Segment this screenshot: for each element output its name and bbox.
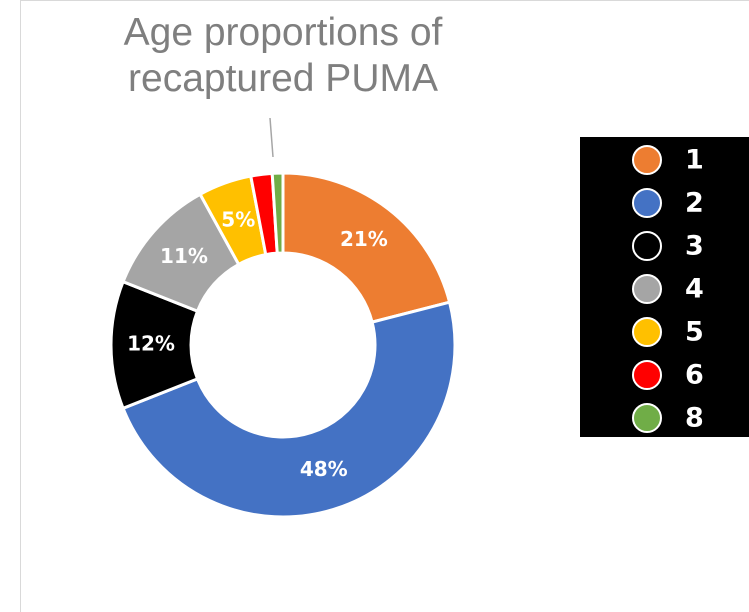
legend-marker [632, 274, 662, 304]
data-label: 5% [221, 207, 255, 231]
chart-area [20, 0, 749, 612]
legend-label: 6 [685, 360, 704, 391]
legend-label: 3 [685, 231, 704, 262]
donut-slice [270, 171, 285, 255]
donut-slice [121, 300, 457, 519]
legend-label: 5 [685, 317, 704, 348]
leader-line [269, 117, 274, 158]
donut-slice [281, 171, 452, 324]
legend-label: 1 [685, 145, 704, 176]
legend-label: 2 [685, 188, 704, 219]
data-label: 11% [160, 244, 208, 268]
legend [580, 137, 749, 437]
legend-label: 8 [685, 403, 704, 434]
legend-marker [632, 360, 662, 390]
legend-marker [632, 145, 662, 175]
data-label: 21% [340, 227, 388, 251]
legend-marker [632, 188, 662, 218]
data-label: 12% [127, 332, 175, 356]
data-label: 48% [300, 457, 348, 481]
legend-marker [632, 317, 662, 347]
legend-marker [632, 231, 662, 261]
legend-label: 4 [685, 274, 704, 305]
chart-title: Age proportions of recaptured PUMA [123, 11, 443, 100]
legend-marker [632, 403, 662, 433]
